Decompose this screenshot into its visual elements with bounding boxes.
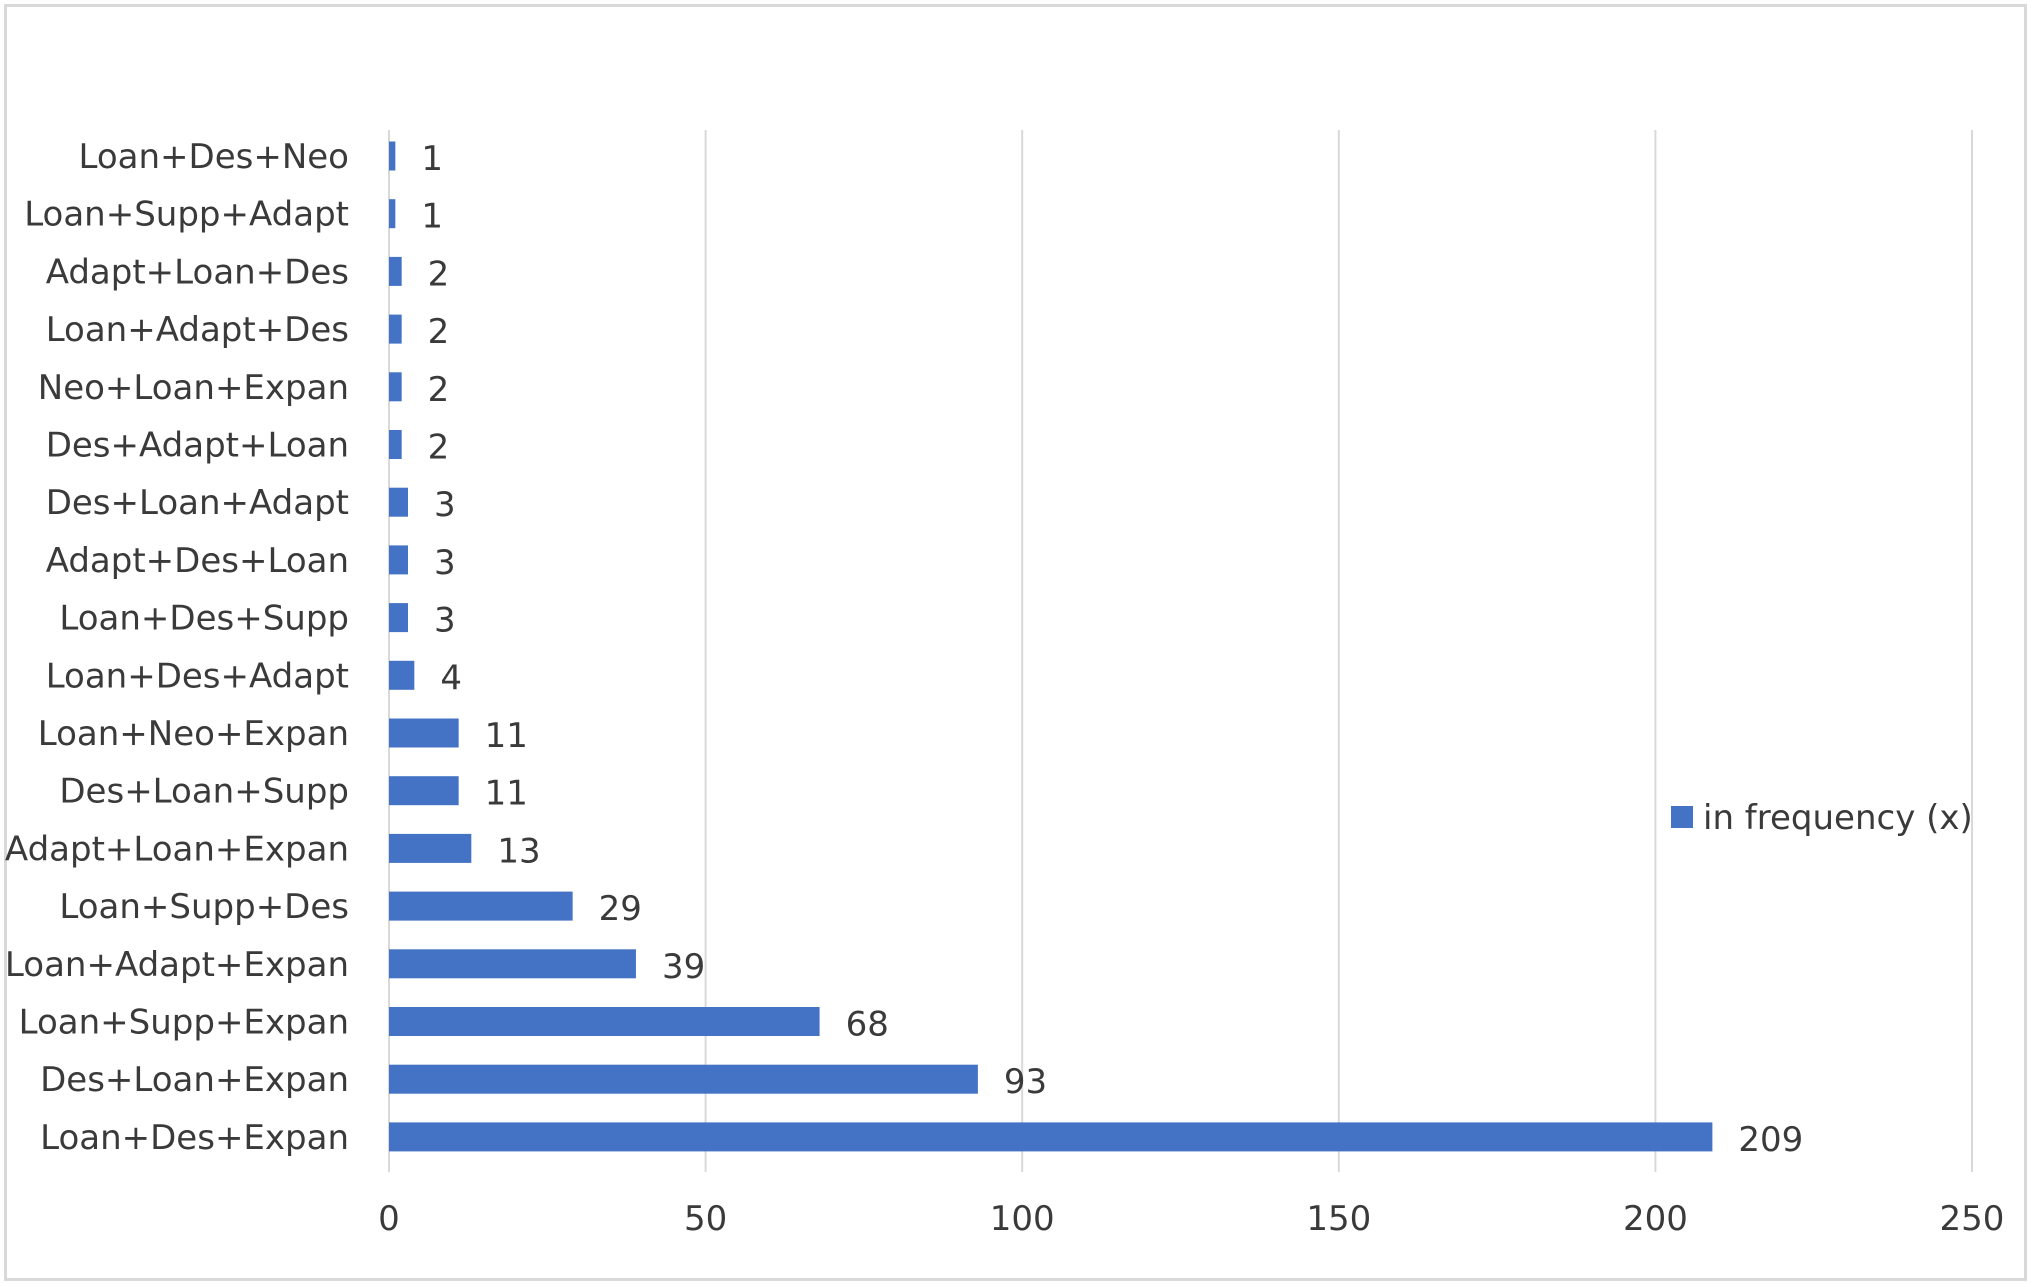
category-label: Adapt+Loan+Expan <box>5 829 349 869</box>
category-label: Loan+Supp+Expan <box>19 1003 349 1043</box>
chart-frame <box>4 4 2027 1281</box>
data-label: 3 <box>434 543 456 583</box>
bars <box>389 141 1713 1152</box>
legend-label: in frequency (x) <box>1703 798 1973 838</box>
category-label: Loan+Des+Supp <box>59 599 349 639</box>
data-label: 3 <box>434 485 456 525</box>
bar <box>389 1064 978 1094</box>
category-label: Loan+Des+Neo <box>79 137 349 177</box>
bar <box>389 314 402 344</box>
bar <box>389 603 408 633</box>
category-label: Loan+Supp+Des <box>59 887 349 927</box>
data-label: 29 <box>599 889 642 929</box>
category-labels: Loan+Des+Neo Loan+Supp+Adapt Adapt+Loan+De… <box>5 137 349 1158</box>
gridlines <box>388 130 1973 1172</box>
x-tick-label: 50 <box>684 1199 727 1239</box>
bar <box>389 833 472 863</box>
data-label: 4 <box>440 658 462 698</box>
x-axis-ticks: 0 50 100 150 200 250 <box>378 1199 2004 1239</box>
bar <box>389 256 402 286</box>
bar <box>389 545 408 575</box>
category-label: Loan+Adapt+Expan <box>5 945 349 985</box>
bar <box>389 141 396 171</box>
data-label: 2 <box>428 428 450 468</box>
x-tick-label: 0 <box>378 1199 400 1239</box>
x-tick-label: 250 <box>1940 1199 2005 1239</box>
category-label: Loan+Neo+Expan <box>38 714 349 754</box>
data-label: 2 <box>428 312 450 352</box>
bar <box>389 199 396 229</box>
bar <box>389 660 415 690</box>
data-label: 3 <box>434 601 456 641</box>
bar <box>389 776 459 806</box>
category-label: Loan+Des+Expan <box>40 1118 349 1158</box>
category-label: Des+Loan+Supp <box>59 772 349 812</box>
x-tick-label: 150 <box>1306 1199 1371 1239</box>
data-label: 39 <box>662 947 705 987</box>
data-label: 1 <box>421 139 443 179</box>
x-tick-label: 200 <box>1623 1199 1688 1239</box>
bar <box>389 487 408 517</box>
bar <box>389 372 402 402</box>
category-label: Des+Adapt+Loan <box>46 426 349 466</box>
data-label: 2 <box>428 254 450 294</box>
data-label: 1 <box>421 197 443 237</box>
data-label: 2 <box>428 370 450 410</box>
data-label: 209 <box>1738 1120 1803 1160</box>
bar <box>389 1007 820 1036</box>
category-label: Neo+Loan+Expan <box>38 368 349 408</box>
data-label: 93 <box>1004 1062 1047 1102</box>
category-label: Des+Loan+Adapt <box>46 483 349 523</box>
bar <box>389 949 636 979</box>
bar <box>389 891 573 921</box>
bar <box>389 1122 1713 1152</box>
bar <box>389 430 402 459</box>
category-label: Loan+Des+Adapt <box>46 656 349 696</box>
data-label: 11 <box>485 774 528 814</box>
data-label: 68 <box>846 1005 889 1045</box>
category-label: Loan+Adapt+Des <box>46 310 349 350</box>
data-label: 11 <box>485 716 528 756</box>
legend: in frequency (x) <box>1671 798 1973 838</box>
data-label: 13 <box>497 831 540 871</box>
legend-swatch <box>1671 806 1693 828</box>
category-label: Des+Loan+Expan <box>40 1060 349 1100</box>
bar <box>389 718 459 748</box>
x-tick-label: 100 <box>990 1199 1055 1239</box>
category-label: Adapt+Des+Loan <box>46 541 349 581</box>
category-label: Adapt+Loan+Des <box>46 252 349 292</box>
category-label: Loan+Supp+Adapt <box>24 195 349 235</box>
